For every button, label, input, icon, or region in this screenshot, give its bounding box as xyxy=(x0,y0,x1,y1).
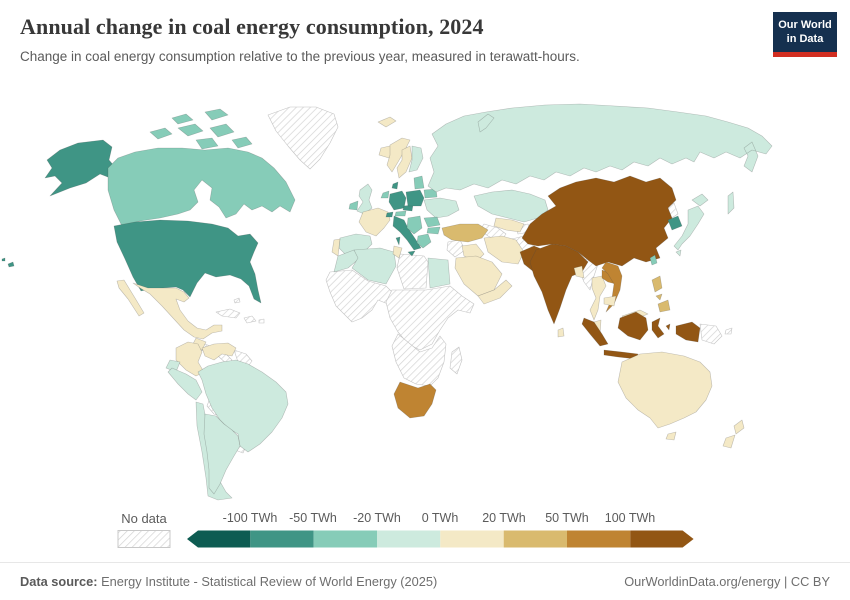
legend-seg-pos4[interactable] xyxy=(630,530,694,548)
country-belarus[interactable] xyxy=(423,188,438,199)
country-caribbean[interactable] xyxy=(215,297,265,324)
country-philippines[interactable] xyxy=(651,275,671,313)
country-central-east-africa[interactable] xyxy=(385,285,475,351)
country-madagascar[interactable] xyxy=(449,346,463,375)
country-benelux[interactable] xyxy=(380,190,390,199)
country-peru[interactable] xyxy=(167,367,203,401)
owid-logo-line1: Our World xyxy=(778,18,832,31)
country-united-kingdom[interactable] xyxy=(356,183,373,215)
country-france[interactable] xyxy=(358,207,391,237)
country-egypt[interactable] xyxy=(427,257,451,289)
country-russia[interactable] xyxy=(427,103,773,215)
legend-seg-pos3[interactable] xyxy=(567,530,631,548)
country-united-states[interactable] xyxy=(113,219,262,304)
country-china[interactable] xyxy=(521,175,677,267)
chart-header: Annual change in coal energy consumption… xyxy=(20,14,760,64)
legend-tick--50: -50 TWh xyxy=(289,511,337,525)
owid-logo-line2: in Data xyxy=(786,33,824,45)
country-morocco[interactable] xyxy=(333,249,361,273)
country-ukraine[interactable] xyxy=(423,197,460,219)
country-papua-new-guinea[interactable] xyxy=(699,323,733,345)
country-poland[interactable] xyxy=(405,189,425,207)
country-new-zealand[interactable] xyxy=(722,419,745,449)
country-vietnam[interactable] xyxy=(601,261,623,313)
country-uzbekistan[interactable] xyxy=(493,217,525,233)
country-tunisia[interactable] xyxy=(392,245,403,259)
owid-logo[interactable]: Our World in Data xyxy=(773,12,837,57)
country-kazakhstan[interactable] xyxy=(473,189,549,223)
country-algeria[interactable] xyxy=(351,247,397,285)
country-south-africa[interactable] xyxy=(393,381,437,419)
attribution-link[interactable]: OurWorldinData.org/energy | CC BY xyxy=(624,574,830,589)
country-svalbard[interactable] xyxy=(377,116,397,128)
map-legend xyxy=(117,530,694,548)
country-finland[interactable] xyxy=(408,145,424,173)
country-hawaii[interactable] xyxy=(1,257,15,268)
country-brazil[interactable] xyxy=(197,359,289,453)
country-portugal[interactable] xyxy=(331,238,341,257)
legend-no-data-label: No data xyxy=(121,511,167,526)
country-ireland[interactable] xyxy=(348,200,359,211)
legend-seg-pos1[interactable] xyxy=(440,530,504,548)
legend-tick--100: -100 TWh xyxy=(222,511,278,525)
legend-tick-100: 100 TWh xyxy=(604,511,656,525)
legend-no-data-swatch[interactable] xyxy=(117,530,171,548)
country-canada-arctic-islands[interactable] xyxy=(149,108,253,150)
country-denmark[interactable] xyxy=(391,181,399,190)
legend-tick-0: 0 TWh xyxy=(421,511,459,525)
legend-seg-neg3[interactable] xyxy=(250,530,314,548)
country-south-korea[interactable] xyxy=(667,215,683,231)
data-source-label: Data source: xyxy=(20,574,98,589)
legend-seg-neg4[interactable] xyxy=(187,530,251,548)
country-bulgaria[interactable] xyxy=(426,226,441,235)
country-norway[interactable] xyxy=(386,137,411,173)
legend-seg-neg2[interactable] xyxy=(313,530,377,548)
country-switzerland[interactable] xyxy=(385,211,394,218)
country-bangladesh[interactable] xyxy=(573,265,585,279)
country-cambodia[interactable] xyxy=(603,295,617,307)
country-west-africa[interactable] xyxy=(325,269,393,323)
country-greenland[interactable] xyxy=(267,106,339,170)
country-argentina[interactable] xyxy=(203,413,241,495)
country-sweden[interactable] xyxy=(396,145,413,179)
legend-seg-neg1[interactable] xyxy=(377,530,441,548)
legend-tick--20: -20 TWh xyxy=(353,511,401,525)
country-alaska[interactable] xyxy=(44,139,121,197)
country-venezuela[interactable] xyxy=(201,342,237,361)
chart-subtitle: Change in coal energy consumption relati… xyxy=(20,49,580,64)
country-libya[interactable] xyxy=(396,253,429,290)
country-iran[interactable] xyxy=(483,235,525,265)
country-yemen-oman[interactable] xyxy=(477,279,513,305)
country-southern-africa[interactable] xyxy=(391,333,447,387)
country-india[interactable] xyxy=(529,243,589,325)
country-austria[interactable] xyxy=(394,210,407,217)
country-canada[interactable] xyxy=(107,147,296,227)
country-mexico[interactable] xyxy=(116,279,223,340)
owid-logo-text: Our World in Data xyxy=(778,18,832,47)
legend-tick-50: 50 TWh xyxy=(545,511,589,525)
country-thailand[interactable] xyxy=(589,275,607,321)
country-sri-lanka[interactable] xyxy=(557,327,565,338)
country-baltics[interactable] xyxy=(413,175,425,190)
country-romania[interactable] xyxy=(423,216,441,228)
country-italy[interactable] xyxy=(392,215,422,257)
legend-seg-pos2[interactable] xyxy=(503,530,567,548)
country-turkey[interactable] xyxy=(441,223,489,243)
data-source: Data source: Energy Institute - Statisti… xyxy=(20,574,437,589)
legend-tick-20: 20 TWh xyxy=(482,511,526,525)
country-taiwan[interactable] xyxy=(649,254,658,266)
country-australia[interactable] xyxy=(617,351,713,441)
country-japan[interactable] xyxy=(673,193,709,257)
data-source-text: Energy Institute - Statistical Review of… xyxy=(97,574,438,589)
page-title: Annual change in coal energy consumption… xyxy=(20,14,484,39)
country-colombia[interactable] xyxy=(175,341,205,377)
chart-footer: Data source: Energy Institute - Statisti… xyxy=(0,562,850,600)
country-greece[interactable] xyxy=(416,233,432,249)
country-balkans[interactable] xyxy=(406,215,423,235)
